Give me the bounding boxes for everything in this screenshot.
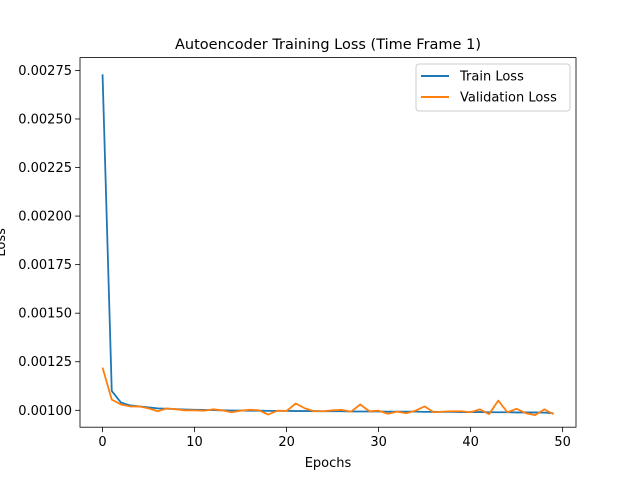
y-tick-label: 0.00150 bbox=[18, 307, 72, 322]
legend-label-train-loss: Train Loss bbox=[459, 70, 524, 85]
x-axis: 0 10 20 30 40 50 bbox=[98, 427, 571, 450]
y-tick-label: 0.00225 bbox=[18, 161, 72, 176]
y-axis: 0.00100 0.00125 0.00150 0.00175 0.00200 0.002… bbox=[18, 64, 80, 419]
y-tick-label: 0.00275 bbox=[18, 64, 72, 79]
x-axis-label: Epochs bbox=[305, 456, 352, 471]
y-tick-label: 0.00250 bbox=[18, 112, 72, 127]
legend: Train Loss Validation Loss bbox=[415, 63, 571, 112]
x-tick-label: 20 bbox=[278, 435, 295, 450]
plot-frame bbox=[79, 57, 577, 428]
x-tick-label: 50 bbox=[554, 435, 571, 450]
y-tick-label: 0.00175 bbox=[18, 258, 72, 273]
y-tick-label: 0.00125 bbox=[18, 355, 72, 370]
x-tick-label: 40 bbox=[462, 435, 479, 450]
chart-title: Autoencoder Training Loss (Time Frame 1) bbox=[175, 37, 481, 53]
x-tick-label: 30 bbox=[370, 435, 387, 450]
series-layer bbox=[101, 74, 554, 417]
series-line-validation-loss bbox=[101, 367, 554, 417]
y-tick-label: 0.00100 bbox=[18, 404, 72, 419]
x-tick-label: 10 bbox=[186, 435, 203, 450]
legend-box bbox=[415, 63, 571, 112]
y-axis-label: Loss bbox=[0, 228, 9, 257]
y-tick-label: 0.00200 bbox=[18, 210, 72, 225]
legend-label-validation-loss: Validation Loss bbox=[460, 91, 557, 106]
x-tick-label: 0 bbox=[98, 435, 106, 450]
